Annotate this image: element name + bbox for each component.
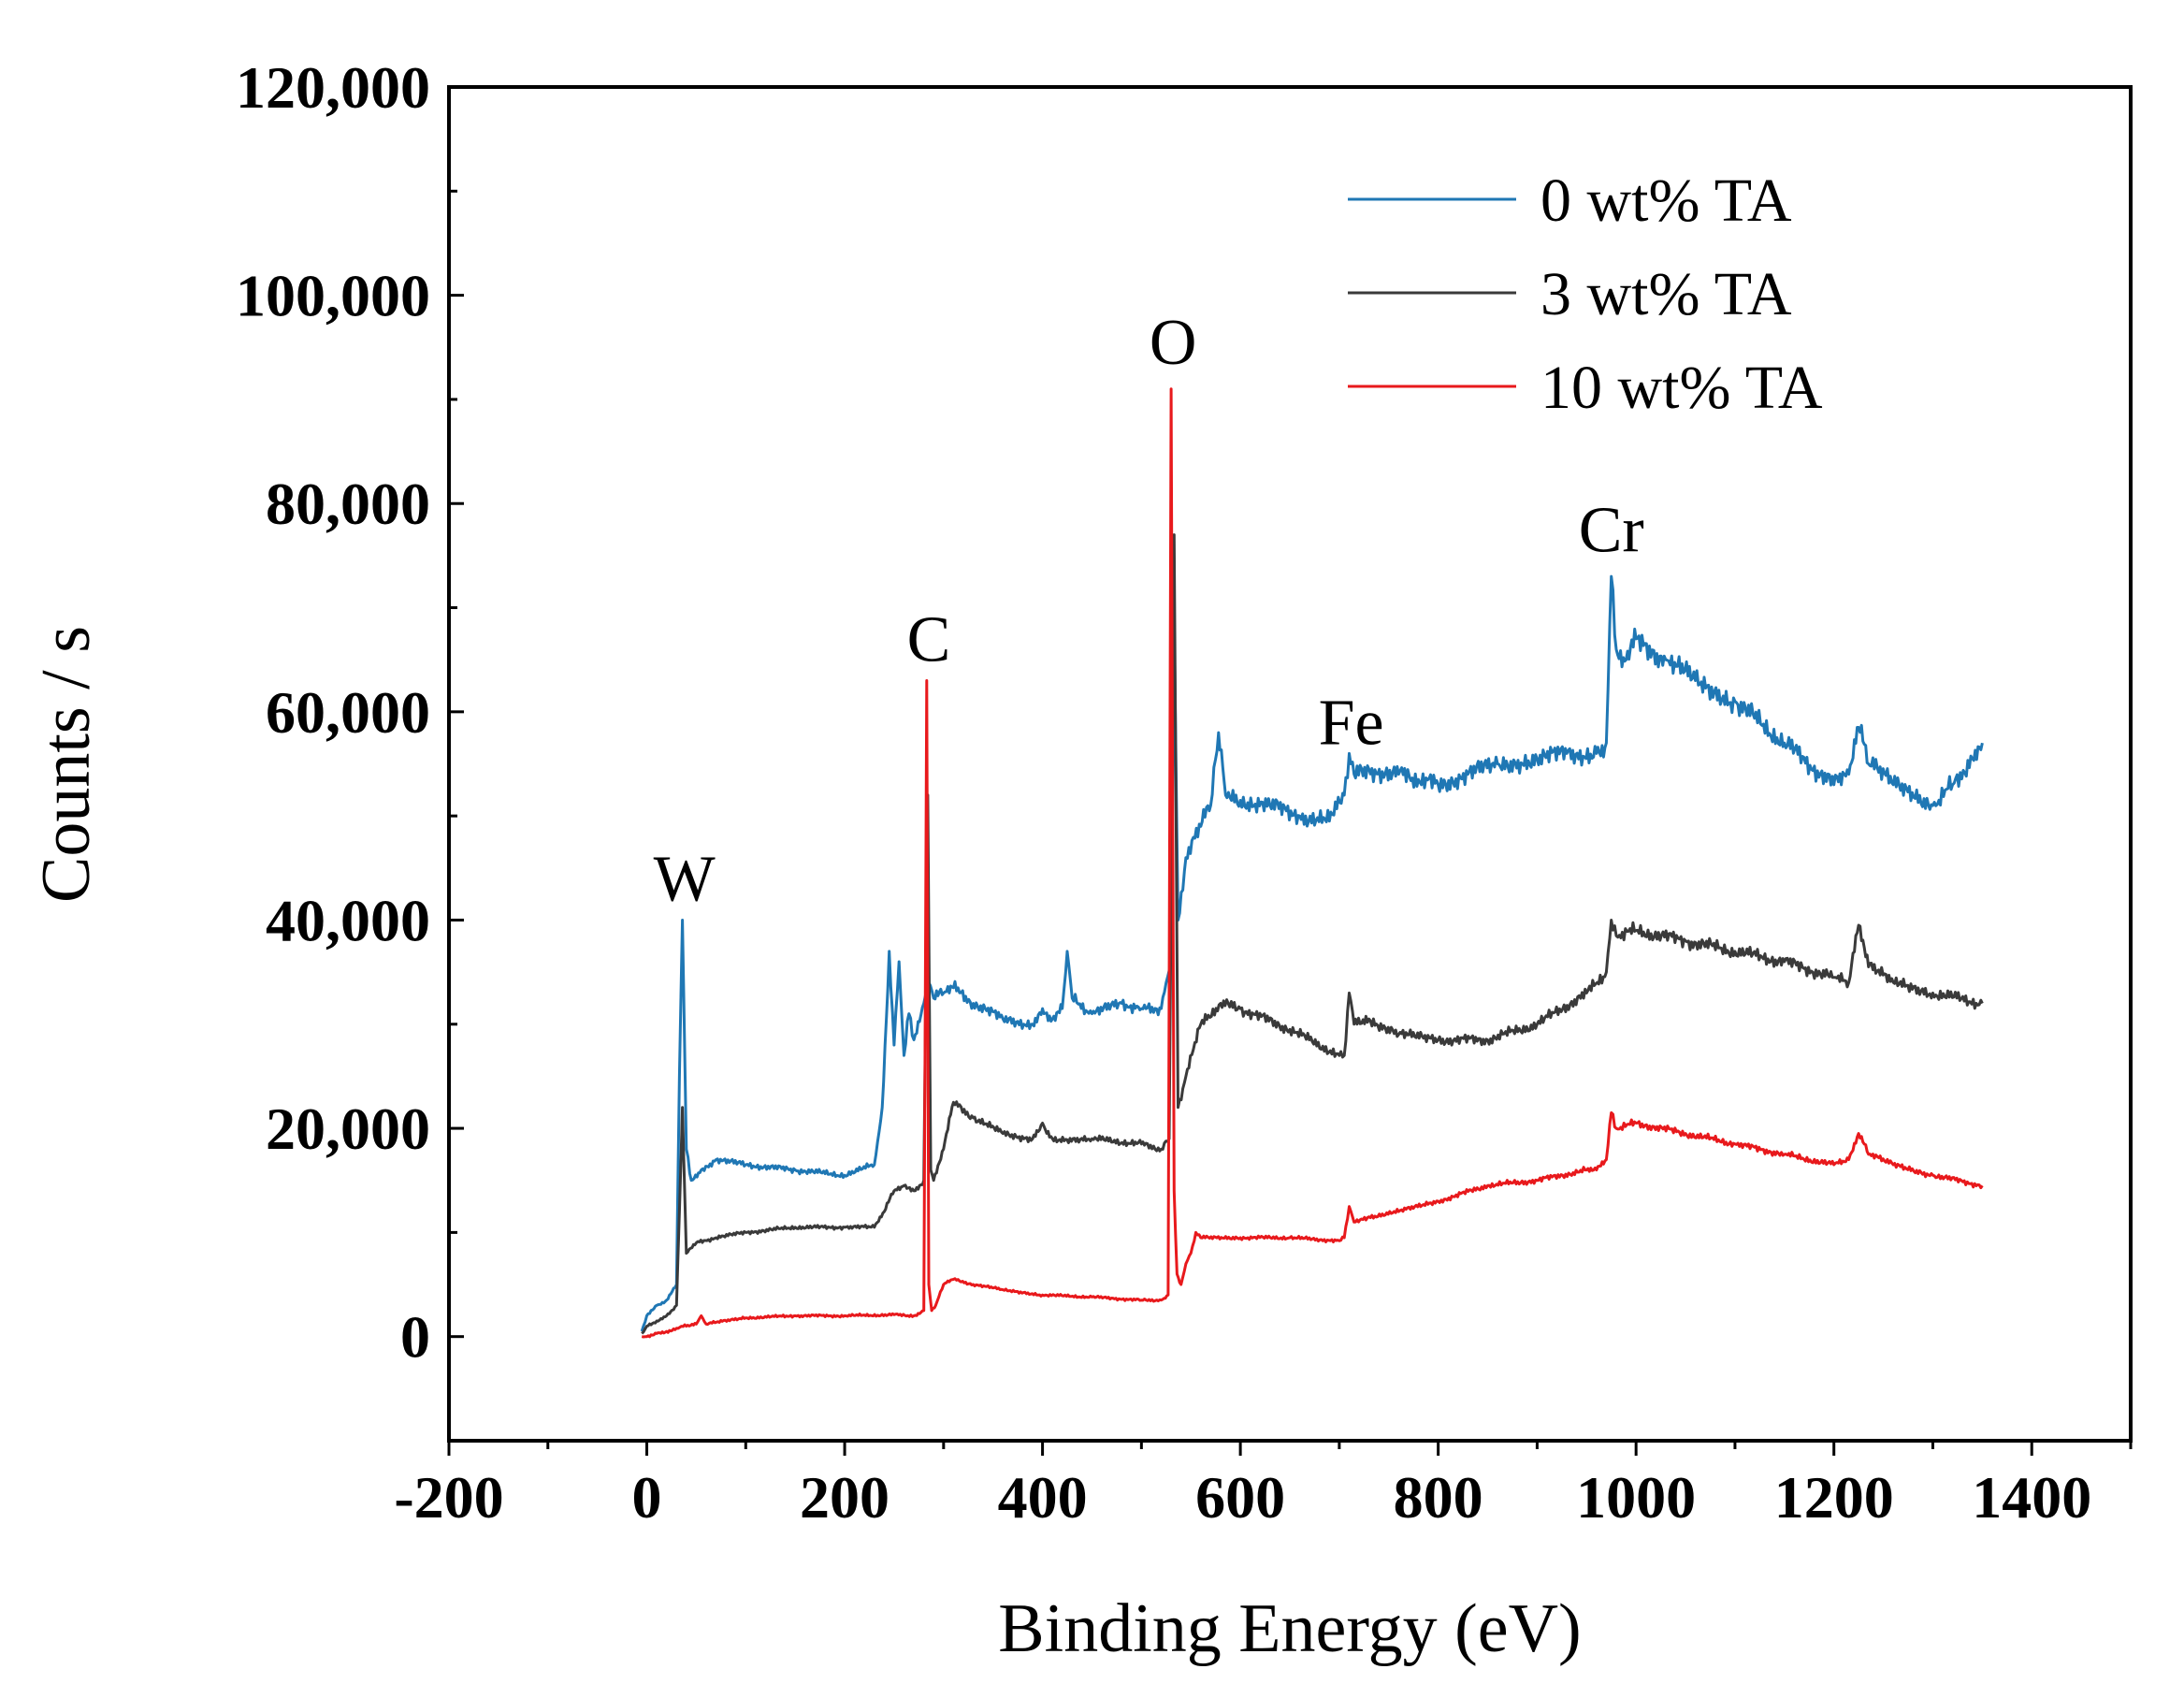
y-tick-label: 0 <box>400 1304 430 1371</box>
y-tick-label: 120,000 <box>236 54 430 121</box>
y-tick-label: 100,000 <box>236 263 430 329</box>
x-tick-labels: -200 0 200 400 600 800 1000 1200 1400 <box>394 1464 2091 1531</box>
x-tick-label: 400 <box>998 1464 1088 1531</box>
peak-annotations: W C O Fe Cr <box>654 307 1644 915</box>
x-tick-marks <box>447 1441 2133 1456</box>
peak-label: Cr <box>1579 494 1644 566</box>
peak-label: Fe <box>1319 687 1384 759</box>
y-tick-label: 40,000 <box>266 887 430 953</box>
x-tick-label: 1000 <box>1576 1464 1696 1531</box>
x-tick-label: 1200 <box>1774 1464 1894 1531</box>
legend-label: 3 wt% TA <box>1540 260 1792 328</box>
x-tick-label: 600 <box>1195 1464 1285 1531</box>
y-tick-labels: 0 20,000 40,000 60,000 80,000 100,000 120,000 <box>236 54 430 1371</box>
x-tick-label: 1400 <box>1972 1464 2091 1531</box>
x-tick-label: -200 <box>394 1464 503 1531</box>
series-layer <box>640 387 1984 1339</box>
legend: 0 wt% TA 3 wt% TA 10 wt% TA <box>1348 167 1823 422</box>
series-line-0 <box>640 574 1984 1332</box>
plot-frame <box>447 85 2133 1443</box>
peak-label: O <box>1150 307 1197 379</box>
x-tick-label: 800 <box>1394 1464 1483 1531</box>
peak-label: C <box>907 603 951 675</box>
y-tick-label: 60,000 <box>266 679 430 746</box>
x-axis-title: Binding Energy (eV) <box>998 1590 1581 1667</box>
series-line-1 <box>641 533 1984 1335</box>
y-tick-label: 20,000 <box>266 1096 430 1162</box>
y-axis-title: Counts / s <box>28 626 105 903</box>
y-tick-label: 80,000 <box>266 471 430 537</box>
x-tick-label: 200 <box>800 1464 890 1531</box>
series-line-2 <box>641 387 1984 1339</box>
peak-label: W <box>654 843 716 915</box>
x-tick-label: 0 <box>632 1464 662 1531</box>
legend-label: 0 wt% TA <box>1540 167 1792 235</box>
y-tick-marks <box>449 85 464 1339</box>
legend-label: 10 wt% TA <box>1540 354 1823 422</box>
